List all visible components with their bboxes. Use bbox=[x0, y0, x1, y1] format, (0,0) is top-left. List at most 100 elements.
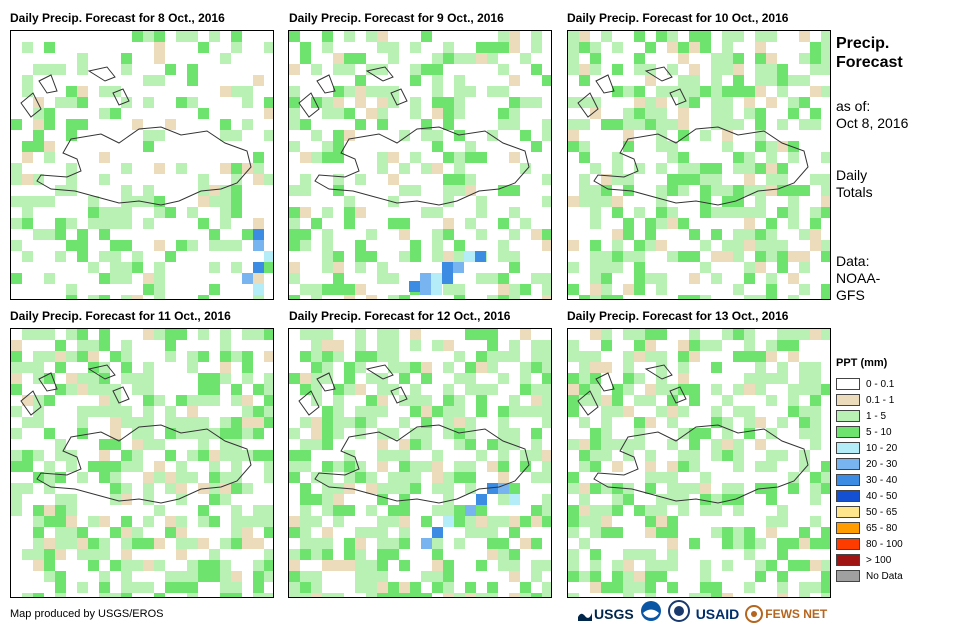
precip-cell bbox=[198, 439, 209, 450]
precip-raster bbox=[11, 31, 273, 299]
precip-cell bbox=[322, 406, 333, 417]
precip-cell bbox=[443, 571, 454, 582]
precip-cell bbox=[99, 207, 110, 218]
precip-cell bbox=[322, 31, 333, 42]
precip-cell bbox=[465, 373, 476, 384]
precip-cell bbox=[55, 571, 66, 582]
precip-cell bbox=[333, 395, 344, 406]
precip-cell bbox=[634, 273, 645, 284]
data-label: Data: bbox=[836, 253, 870, 269]
precip-cell bbox=[289, 582, 300, 593]
precip-cell bbox=[601, 185, 612, 196]
precip-cell bbox=[689, 450, 700, 461]
precip-cell bbox=[289, 560, 300, 571]
map-panel-2 bbox=[288, 30, 552, 300]
precip-cell bbox=[755, 439, 766, 450]
precip-cell bbox=[623, 571, 634, 582]
precip-cell bbox=[198, 538, 209, 549]
precip-cell bbox=[678, 340, 689, 351]
precip-cell bbox=[165, 472, 176, 483]
precip-cell bbox=[355, 174, 366, 185]
precip-cell bbox=[656, 218, 667, 229]
precip-cell bbox=[623, 406, 634, 417]
precip-cell bbox=[700, 86, 711, 97]
precip-cell bbox=[165, 428, 176, 439]
precip-cell bbox=[88, 538, 99, 549]
precip-cell bbox=[231, 86, 242, 97]
precip-cell bbox=[99, 362, 110, 373]
precip-cell-heavy bbox=[464, 251, 475, 262]
precip-cell bbox=[788, 329, 799, 340]
asof-block: as of: Oct 8, 2016 bbox=[836, 98, 908, 132]
precip-cell bbox=[333, 185, 344, 196]
precip-cell bbox=[777, 174, 788, 185]
precip-cell bbox=[755, 141, 766, 152]
precip-cell bbox=[88, 340, 99, 351]
precip-cell bbox=[253, 538, 264, 549]
precip-cell bbox=[678, 251, 689, 262]
precip-cell bbox=[432, 97, 443, 108]
precip-cell bbox=[99, 273, 110, 284]
precip-cell bbox=[476, 406, 487, 417]
precip-cell bbox=[645, 516, 656, 527]
precip-cell bbox=[121, 362, 132, 373]
precip-cell bbox=[11, 196, 22, 207]
legend-item: > 100 bbox=[836, 554, 891, 566]
precip-cell bbox=[579, 516, 590, 527]
precip-cell bbox=[623, 582, 634, 593]
precip-cell bbox=[311, 384, 322, 395]
precip-cell bbox=[601, 406, 612, 417]
precip-cell bbox=[755, 53, 766, 64]
precip-cell bbox=[187, 362, 198, 373]
precip-cell bbox=[377, 494, 388, 505]
precip-cell bbox=[209, 384, 220, 395]
precip-cell bbox=[678, 53, 689, 64]
precip-cell bbox=[744, 108, 755, 119]
precip-cell bbox=[11, 240, 22, 251]
precip-cell bbox=[623, 351, 634, 362]
precip-cell bbox=[377, 461, 388, 472]
precip-cell bbox=[678, 119, 689, 130]
precip-cell bbox=[656, 86, 667, 97]
precip-cell bbox=[634, 428, 645, 439]
precip-cell bbox=[355, 284, 366, 295]
precip-cell bbox=[132, 461, 143, 472]
precip-cell bbox=[432, 340, 443, 351]
precip-cell bbox=[766, 185, 777, 196]
legend-swatch bbox=[836, 522, 860, 534]
precip-cell bbox=[143, 428, 154, 439]
precip-cell bbox=[465, 362, 476, 373]
precip-cell bbox=[231, 439, 242, 450]
precip-cell bbox=[810, 362, 821, 373]
precip-cell bbox=[755, 351, 766, 362]
precip-cell bbox=[410, 439, 421, 450]
precip-cell bbox=[220, 86, 231, 97]
precip-cell bbox=[77, 97, 88, 108]
precip-cell bbox=[333, 384, 344, 395]
precip-cell bbox=[744, 417, 755, 428]
precip-cell bbox=[678, 185, 689, 196]
precip-cell bbox=[821, 295, 830, 299]
precip-cell bbox=[645, 461, 656, 472]
precip-cell bbox=[579, 505, 590, 516]
precip-cell bbox=[498, 273, 509, 284]
precip-cell bbox=[623, 329, 634, 340]
precip-cell bbox=[509, 560, 520, 571]
legend-item: 80 - 100 bbox=[836, 538, 903, 550]
precip-cell bbox=[689, 340, 700, 351]
precip-cell bbox=[799, 284, 810, 295]
map-credit: Map produced by USGS/EROS bbox=[10, 608, 164, 620]
precip-cell bbox=[110, 218, 121, 229]
precip-cell bbox=[143, 273, 154, 284]
usaid-logo: USAID bbox=[695, 605, 740, 622]
precip-cell bbox=[487, 53, 498, 64]
precip-cell bbox=[355, 571, 366, 582]
precip-cell bbox=[264, 351, 273, 362]
precip-cell bbox=[810, 384, 821, 395]
precip-cell bbox=[766, 64, 777, 75]
precip-cell bbox=[645, 472, 656, 483]
precip-cell bbox=[487, 329, 498, 340]
precip-cell bbox=[410, 395, 421, 406]
precip-cell bbox=[22, 329, 33, 340]
precip-cell bbox=[355, 86, 366, 97]
